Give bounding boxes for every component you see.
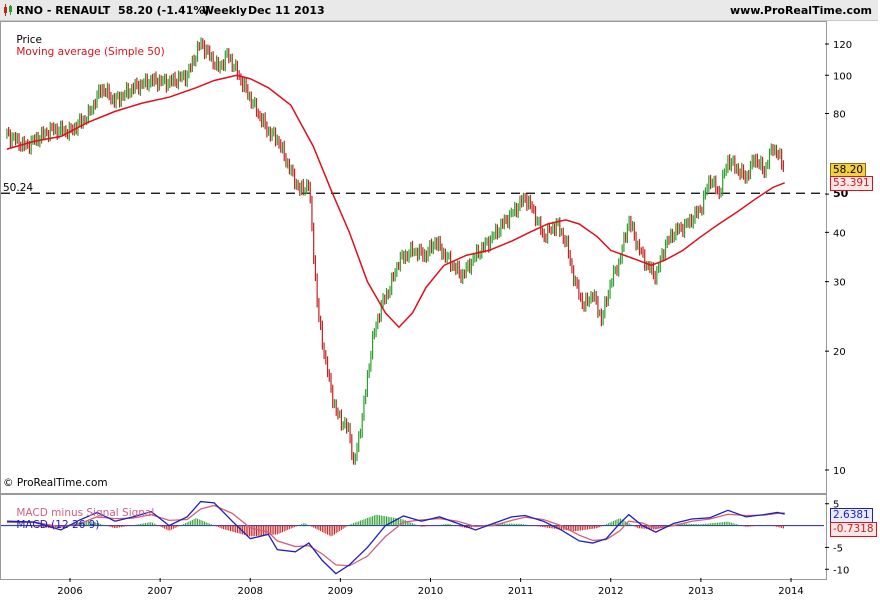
histogram-value-tag: -0.7318 [830, 522, 877, 537]
macd-axis-label: 5 [833, 500, 839, 511]
time-axis-label: 2011 [508, 586, 533, 597]
price-axis-label: 10 [833, 466, 846, 477]
last-price-tag: 58.20 [830, 163, 867, 178]
price-axis-label: 120 [833, 40, 852, 51]
copyright-label: © ProRealTime.com [3, 477, 108, 489]
macd-axis-label: -5 [833, 543, 843, 554]
time-axis-label: 2009 [328, 586, 353, 597]
price-axis-label: 80 [833, 110, 846, 121]
time-axis-label: 2014 [778, 586, 803, 597]
legend-price: Price [16, 34, 42, 46]
reference-line-label: 50.24 [3, 182, 34, 194]
signal-line [6, 504, 785, 567]
macd-axis-label: -10 [833, 565, 849, 576]
time-axis-label: 2008 [238, 586, 263, 597]
price-axis-label: 30 [833, 278, 846, 289]
price-panel [0, 21, 827, 494]
time-axis-label: 2010 [418, 586, 443, 597]
legend-moving-average: Moving average (Simple 50) [16, 46, 165, 58]
price-axis-label: 20 [833, 347, 846, 358]
ma-value-tag: 53.391 [830, 176, 873, 191]
period-label: Weekly [202, 4, 247, 17]
legend-macd: MACD (12 26 9) [16, 519, 100, 531]
legend-histogram: MACD minus Signal Signal [16, 507, 155, 519]
site-label: www.ProRealTime.com [729, 4, 872, 17]
macd-legend: MACD minus Signal Signal MACD (12 26 9) [3, 495, 154, 543]
time-axis-label: 2007 [147, 586, 172, 597]
quote-label: 58.20 (-1.41%) [118, 4, 210, 17]
time-axis-label: 2012 [598, 586, 623, 597]
header-bar: RNO - RENAULT 58.20 (-1.41%) Weekly Dec … [0, 0, 878, 21]
candlestick-icon [4, 4, 12, 16]
price-legend: Price Moving average (Simple 50) [3, 22, 165, 70]
price-axis-label: 40 [833, 228, 846, 239]
time-axis-label: 2013 [688, 586, 713, 597]
macd-line [6, 500, 785, 575]
price-axis-label: 100 [833, 71, 852, 82]
time-axis-label: 2006 [57, 586, 82, 597]
macd-panel [0, 494, 827, 580]
symbol-label: RNO - RENAULT [16, 4, 111, 17]
date-label: Dec 11 2013 [248, 4, 325, 17]
moving-average-line [6, 74, 785, 329]
macd-value-tag: 2.6381 [830, 508, 873, 523]
